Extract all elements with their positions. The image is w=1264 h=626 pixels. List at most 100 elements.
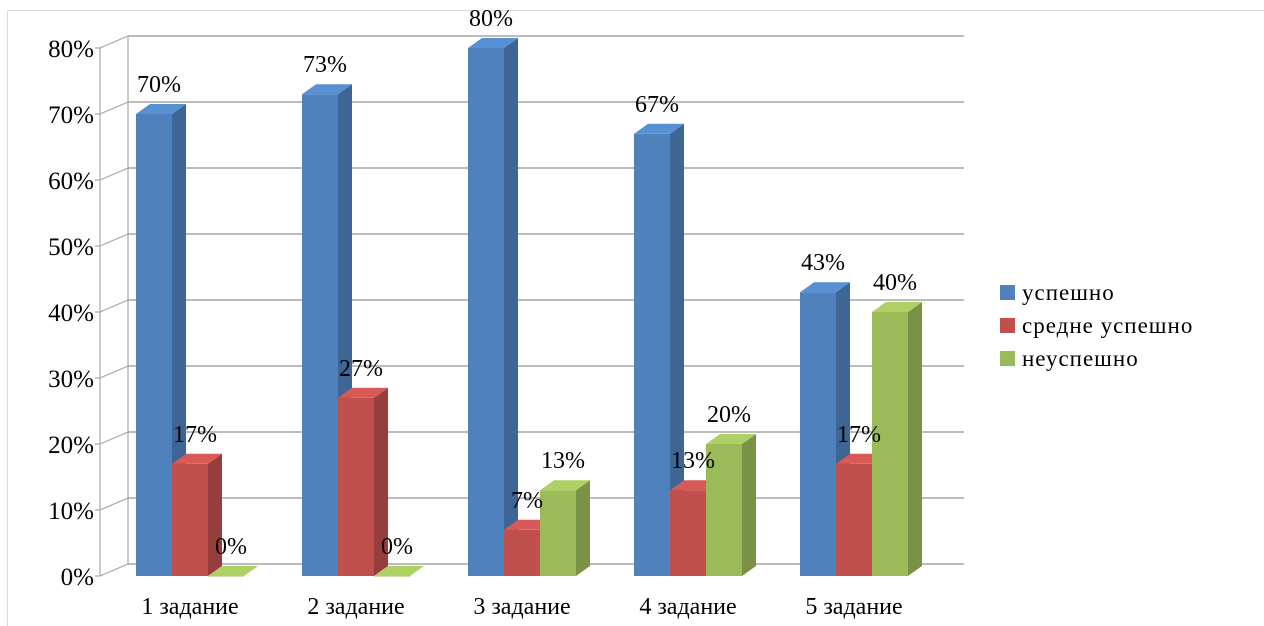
bar-top (172, 453, 222, 464)
y-tick-label: 40% (48, 300, 94, 327)
gridline-depth (99, 431, 129, 445)
bar-top (540, 480, 590, 491)
bar-3-1 (468, 38, 518, 576)
bar-1-1 (136, 104, 186, 576)
data-label: 73% (303, 52, 347, 78)
legend: успешно средне успешно неуспешно (1000, 276, 1193, 375)
bar-side (742, 434, 756, 576)
category-label: 4 задание (639, 594, 736, 620)
chart-frame (7, 10, 1264, 626)
data-label: 80% (469, 6, 513, 32)
bar-top (338, 387, 388, 398)
gridline-depth (99, 101, 129, 115)
category-label: 3 задание (473, 594, 570, 620)
bar-front (706, 444, 742, 576)
bar-1-2 (172, 453, 222, 576)
bar-front (504, 529, 540, 576)
bar-front (468, 48, 504, 576)
legend-label-successful: успешно (1022, 279, 1115, 305)
category-labels: 1 задание 2 задание 3 задание 4 задание 5 за… (141, 594, 902, 620)
gridline-depth (99, 497, 129, 511)
legend-item-successful: успешно (1000, 276, 1193, 309)
gridline-depth (99, 365, 129, 379)
data-label: 0% (215, 534, 247, 560)
gridline-depth (99, 167, 129, 181)
data-label: 70% (137, 72, 181, 98)
legend-swatch-successful (1000, 285, 1015, 300)
bar-top (374, 566, 424, 576)
bar-side (670, 123, 684, 577)
bar-top (302, 84, 352, 95)
data-label: 17% (837, 422, 881, 448)
bar-front (670, 490, 706, 576)
bar-top (208, 566, 258, 576)
bar-front (208, 576, 244, 577)
bar-side (576, 480, 590, 576)
bar-2-2 (338, 387, 388, 576)
bar-top (634, 123, 684, 134)
y-tick-label: 60% (48, 168, 94, 195)
bar-front (338, 397, 374, 576)
y-tick-label: 20% (48, 432, 94, 459)
legend-label-unsuccessful: неуспешно (1022, 345, 1139, 371)
bar-top (468, 38, 518, 48)
bar-2-3 (374, 566, 424, 577)
category-label: 5 задание (805, 594, 902, 620)
data-label: 27% (339, 356, 383, 382)
bar-front (302, 94, 338, 576)
bar-top (872, 302, 922, 312)
data-label: 13% (541, 448, 585, 474)
bar-2-1 (302, 84, 352, 576)
gridline-depth (99, 563, 129, 577)
bar-top (706, 434, 756, 444)
bar-top (800, 282, 850, 293)
bar-1-3 (208, 566, 258, 577)
bar-3-3 (540, 480, 590, 576)
data-label: 67% (635, 92, 679, 118)
bar-front (374, 576, 410, 577)
bar-side (374, 387, 388, 576)
y-tick-label: 30% (48, 366, 94, 393)
bar-front (540, 490, 576, 576)
axes (95, 36, 129, 577)
bar-5-3 (872, 302, 922, 576)
bars (136, 38, 922, 577)
bar-front (136, 114, 172, 576)
y-tick-labels: 0% 10% 20% 30% 40% 50% 60% 70% 80% (48, 36, 94, 591)
data-label: 7% (511, 488, 543, 514)
y-tick-label: 50% (48, 234, 94, 261)
legend-item-moderate: средне успешно (1000, 309, 1193, 342)
bar-front (172, 463, 208, 576)
bar-top (136, 104, 186, 114)
bar-side (504, 38, 518, 576)
data-label: 17% (173, 422, 217, 448)
y-tick-label: 0% (61, 564, 94, 591)
data-label: 0% (381, 534, 413, 560)
gridline-depth (99, 299, 129, 313)
data-label: 43% (801, 250, 845, 276)
legend-label-moderate: средне успешно (1022, 312, 1194, 338)
category-label: 1 задание (141, 594, 238, 620)
bar-front (800, 292, 836, 576)
bar-4-1 (634, 123, 684, 577)
bar-front (634, 133, 670, 577)
y-tick-label: 80% (48, 36, 94, 63)
category-label: 2 задание (307, 594, 404, 620)
gridline-depth (99, 35, 129, 49)
y-tick-label: 10% (48, 498, 94, 525)
legend-swatch-moderate (1000, 318, 1015, 333)
y-tick-label: 70% (48, 102, 94, 129)
bar-side (908, 302, 922, 576)
data-label: 40% (873, 270, 917, 296)
data-label: 20% (707, 402, 751, 428)
data-labels: 70% 17% 0% 73% 27% 0% 80% 7% 13% 67% 13% 20% 43% 17% 4… (137, 6, 917, 560)
bar-front (872, 312, 908, 576)
legend-swatch-unsuccessful (1000, 351, 1015, 366)
gridline-depth (99, 233, 129, 247)
bar-front (836, 463, 872, 576)
bar-4-3 (706, 434, 756, 576)
legend-item-unsuccessful: неуспешно (1000, 342, 1193, 375)
bar-side (208, 453, 222, 576)
data-label: 13% (671, 448, 715, 474)
